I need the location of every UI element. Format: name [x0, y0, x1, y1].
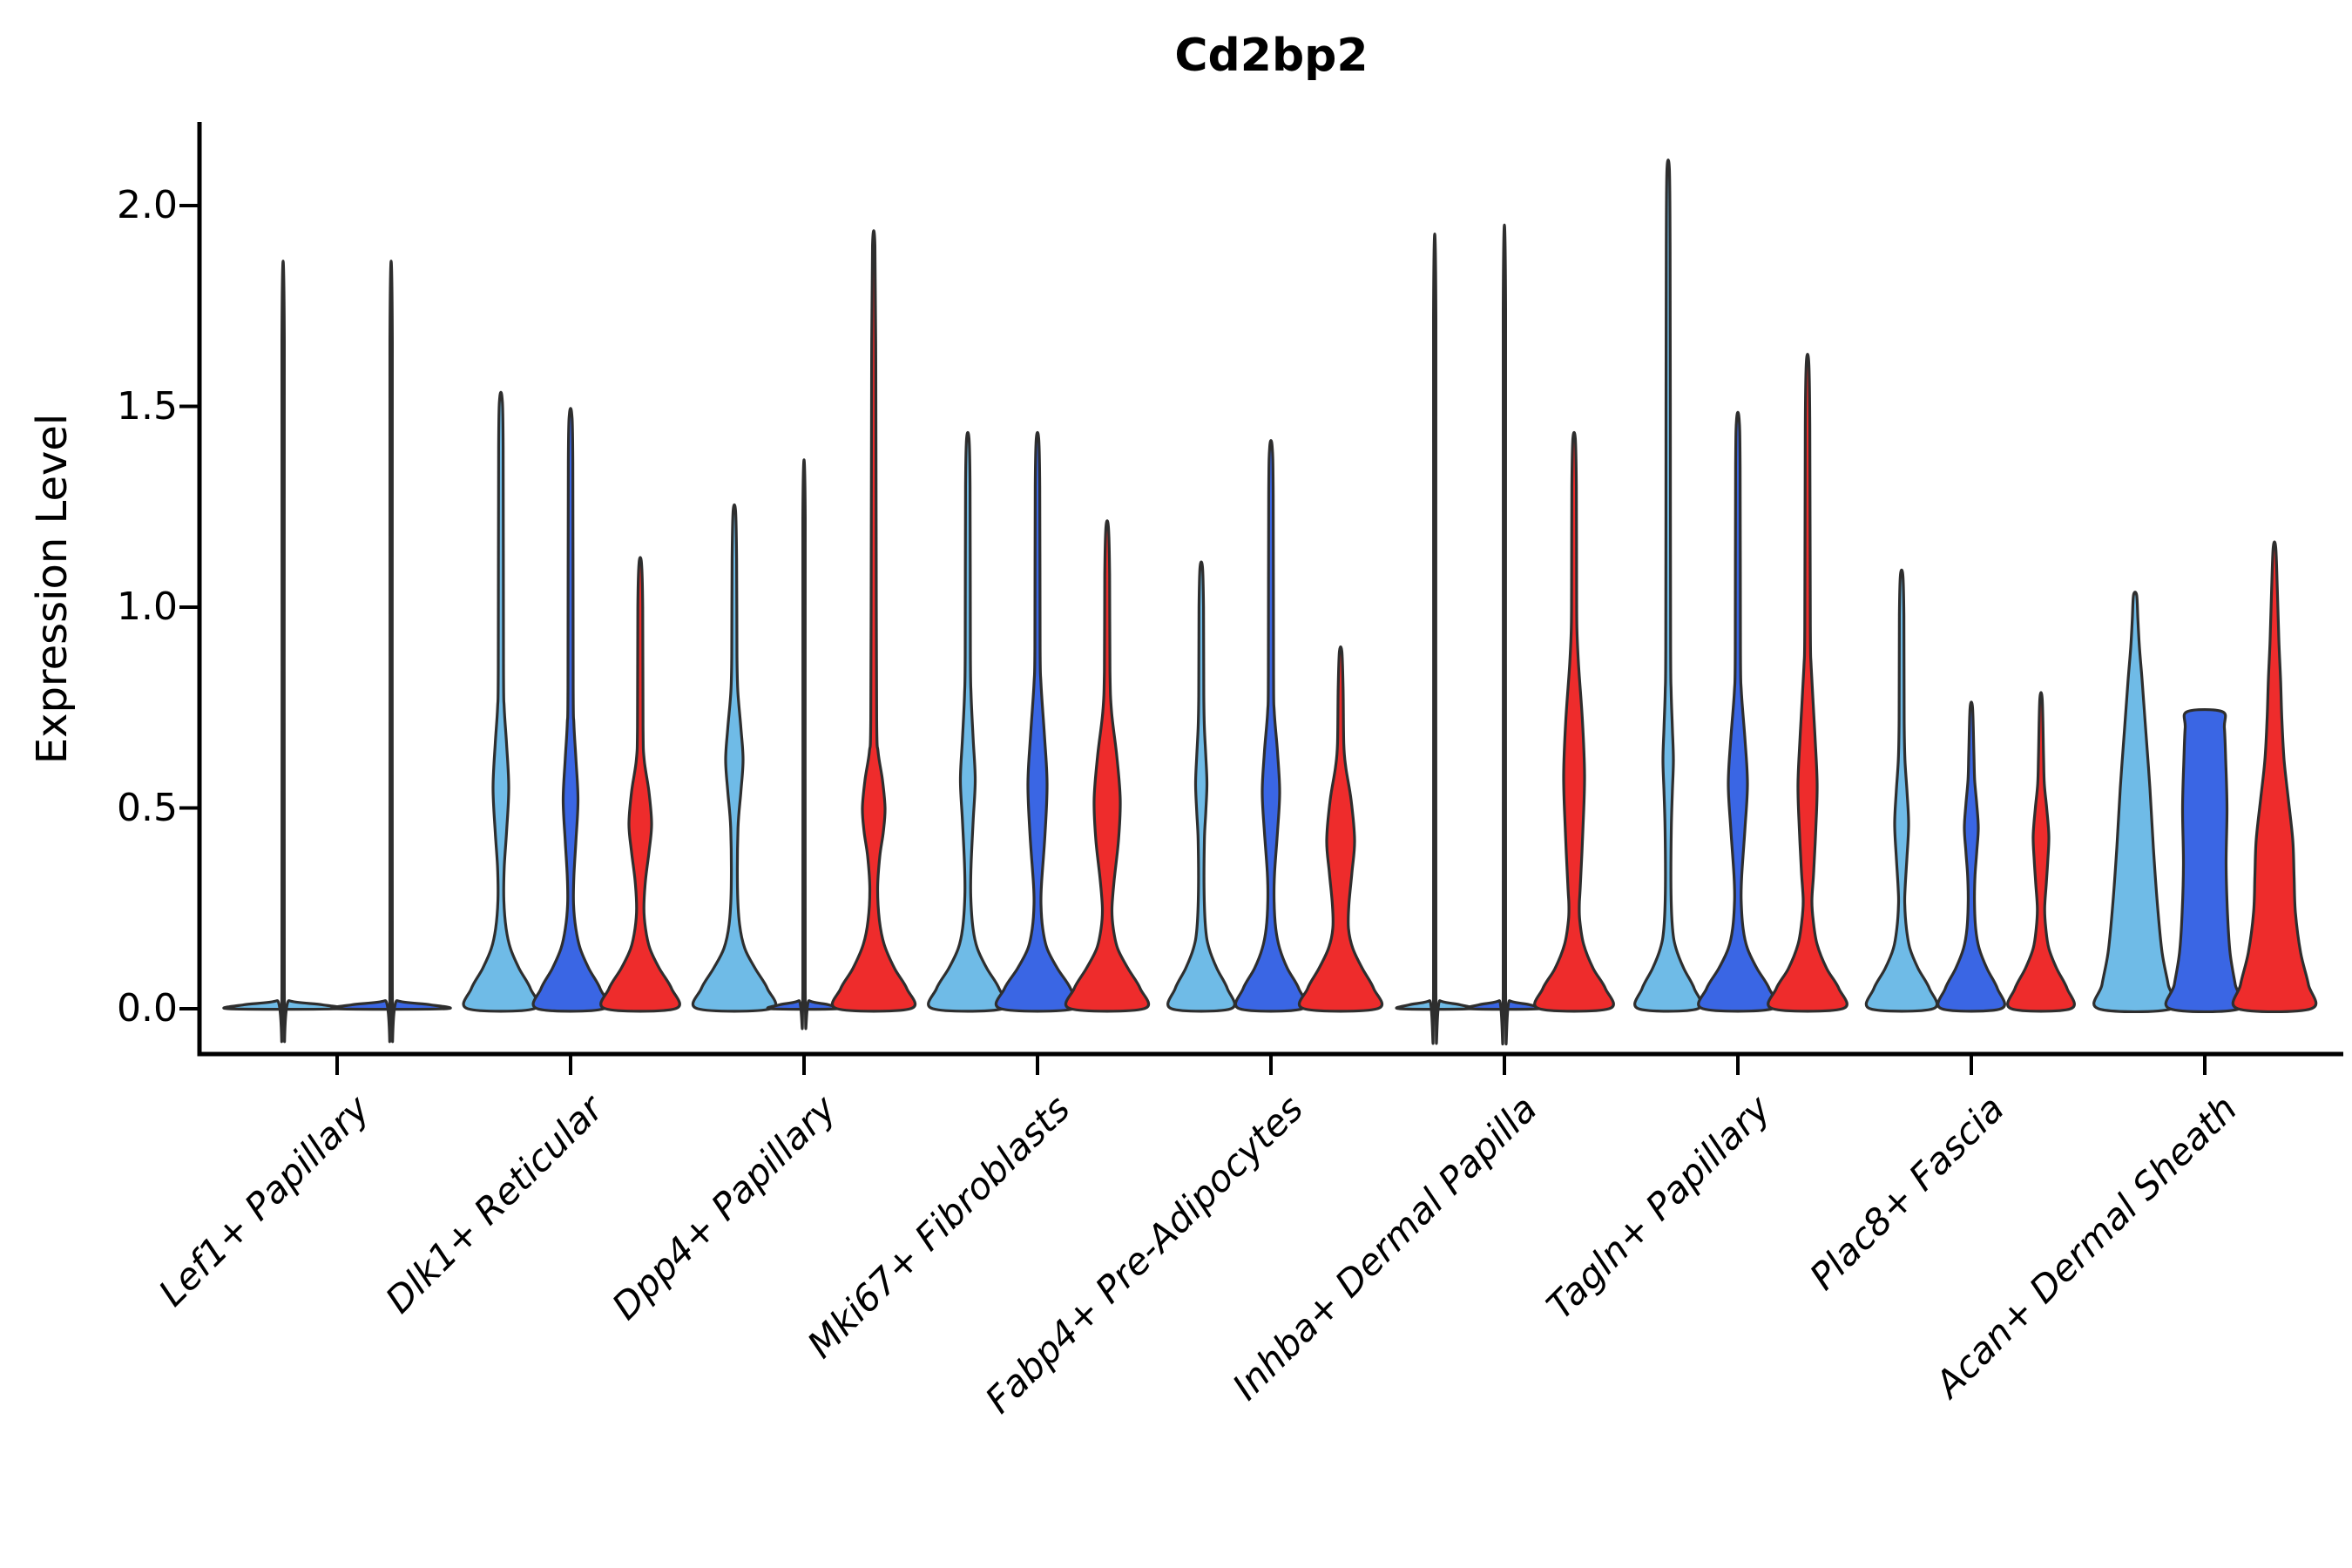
violin-dark_blue	[2164, 707, 2246, 1014]
violin-dark_blue	[1233, 439, 1308, 1013]
violin-red	[1298, 645, 1383, 1013]
violin-dark_blue	[766, 458, 842, 1031]
violin-light_blue	[1633, 158, 1703, 1013]
violin-light_blue	[1166, 560, 1236, 1013]
violin-red	[2231, 540, 2318, 1014]
violin-light_blue	[222, 260, 344, 1044]
violin-light_blue	[1864, 568, 1939, 1013]
violin-dark_blue	[1936, 700, 2006, 1013]
violin-dark_blue	[531, 407, 610, 1013]
y-tick-label: 2.0	[117, 183, 178, 227]
violin-red	[830, 229, 917, 1013]
violin-light_blue	[462, 390, 540, 1013]
violin-red	[1533, 430, 1615, 1013]
violin-red	[599, 556, 681, 1013]
violin-red	[1064, 519, 1151, 1013]
violin-light_blue	[1395, 233, 1475, 1045]
violin-red	[2006, 691, 2076, 1013]
chart-title: Cd2bp2	[1174, 30, 1369, 82]
violin-dark_blue	[1464, 223, 1544, 1046]
violin-light_blue	[2092, 591, 2178, 1014]
violin-dark_blue	[330, 260, 452, 1044]
y-tick-label: 0.5	[117, 785, 178, 830]
y-tick-label: 1.5	[117, 383, 178, 429]
y-tick-label: 1.0	[117, 585, 178, 629]
violin-red	[1767, 352, 1848, 1013]
y-tick-label: 0.0	[117, 986, 178, 1031]
violin-light_blue	[691, 503, 778, 1013]
violin-dark_blue	[994, 430, 1081, 1013]
violin-dark_blue	[1697, 410, 1779, 1013]
violin-light_blue	[927, 430, 1009, 1013]
